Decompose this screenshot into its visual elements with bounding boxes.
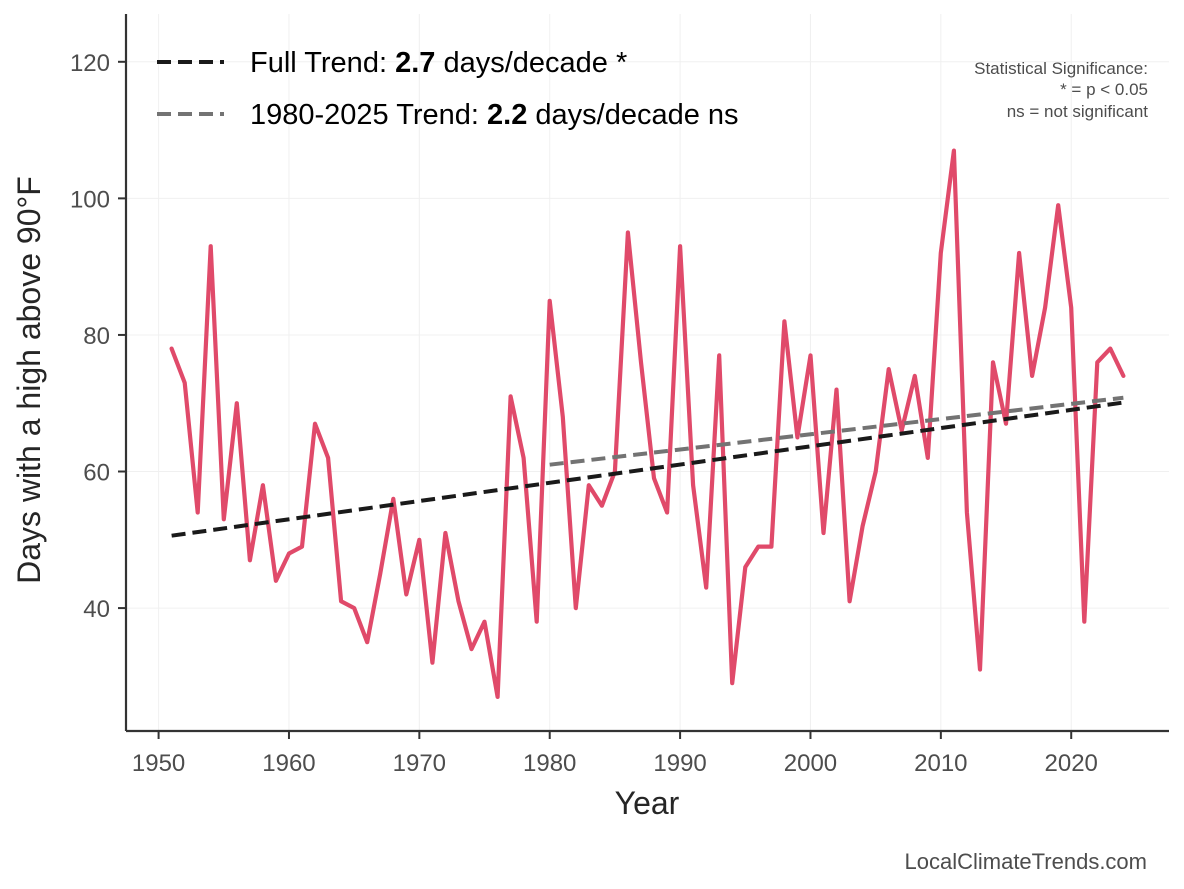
y-tick-label: 120: [70, 50, 110, 77]
significance-title: Statistical Significance:: [974, 59, 1148, 78]
significance-ns: ns = not significant: [1007, 102, 1149, 121]
source-credit: LocalClimateTrends.com: [905, 849, 1148, 874]
significance-note: Statistical Significance: * = p < 0.05 n…: [974, 59, 1148, 121]
data-series: [169, 148, 1126, 700]
axes: [124, 14, 1169, 733]
full-trend-line: [171, 400, 1124, 538]
grid: [126, 14, 1169, 731]
legend: Full Trend: 2.7 days/decade * 1980-2025 …: [157, 47, 739, 131]
recent-trend-line: [549, 395, 1124, 467]
y-tick-label: 100: [70, 186, 110, 213]
legend-recent-trend-label: 1980-2025 Trend: 2.2 days/decade ns: [250, 99, 739, 131]
y-tick-label: 80: [83, 323, 110, 350]
x-tick-label: 2000: [784, 750, 837, 777]
x-tick-label: 2010: [914, 750, 967, 777]
y-ticks: 40 60 80 100 120: [70, 50, 126, 623]
y-tick-label: 40: [83, 596, 110, 623]
y-tick-label: 60: [83, 460, 110, 487]
x-tick-label: 1980: [523, 750, 576, 777]
trend-lines: [171, 395, 1124, 538]
significance-star: * = p < 0.05: [1060, 80, 1148, 99]
x-tick-label: 1970: [393, 750, 446, 777]
x-axis-title: Year: [615, 785, 680, 821]
y-axis-title: Days with a high above 90°F: [11, 176, 47, 584]
series-line: [169, 148, 1126, 700]
x-tick-label: 2020: [1045, 750, 1098, 777]
x-tick-label: 1960: [262, 750, 315, 777]
x-ticks: 1950 1960 1970 1980 1990 2000 2010 2020: [132, 731, 1098, 777]
x-tick-label: 1950: [132, 750, 185, 777]
legend-full-trend-label: Full Trend: 2.7 days/decade *: [250, 47, 627, 79]
x-tick-label: 1990: [653, 750, 706, 777]
